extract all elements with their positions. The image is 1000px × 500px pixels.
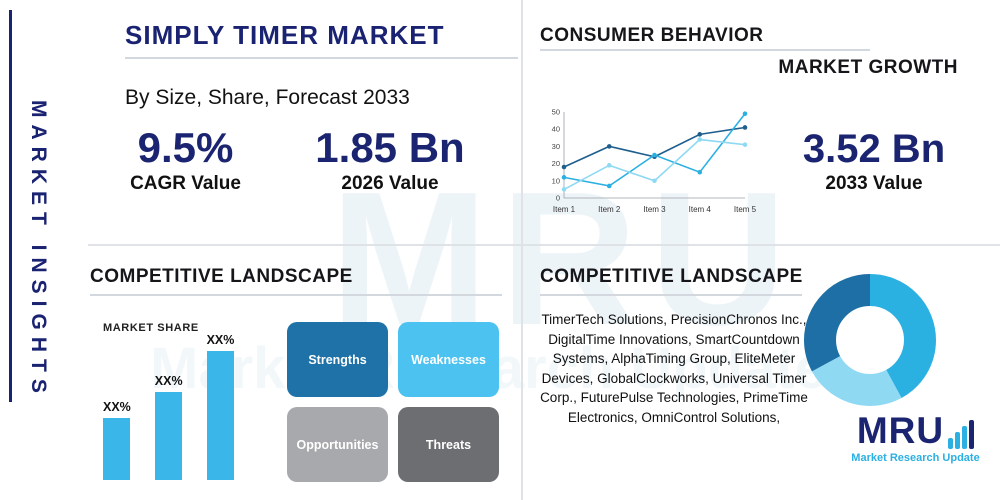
competitive-landscape-left-underline — [90, 294, 502, 296]
swot-weaknesses-cell: Weaknesses — [398, 322, 499, 397]
page-subtitle: By Size, Share, Forecast 2033 — [125, 86, 410, 109]
bar-value-label: XX% — [103, 400, 131, 414]
value-2026-stat: 1.85 Bn 2026 Value — [300, 124, 480, 195]
mru-logo: MRU Market Research Update — [833, 412, 998, 464]
cagr-label: CAGR Value — [130, 173, 241, 195]
bar-value-label: XX% — [154, 374, 183, 388]
svg-text:Item 3: Item 3 — [643, 205, 666, 214]
consumer-behavior-underline — [540, 49, 870, 51]
bar — [103, 418, 131, 480]
market-share-bar-column: XX% — [103, 400, 131, 480]
svg-text:0: 0 — [556, 194, 560, 203]
sidebar-accent-line — [9, 10, 12, 402]
swot-opportunities-cell: Opportunities — [287, 407, 388, 482]
market-share-bar-column: XX% — [155, 374, 183, 480]
svg-text:50: 50 — [552, 108, 560, 117]
value-2026: 1.85 Bn — [315, 124, 465, 171]
svg-text:20: 20 — [552, 159, 560, 168]
bar — [155, 392, 183, 480]
svg-text:40: 40 — [552, 125, 560, 134]
swot-threats-cell: Threats — [398, 407, 499, 482]
vertical-divider — [521, 0, 523, 500]
swot-strengths-cell: Strengths — [287, 322, 388, 397]
company-list: TimerTech Solutions, PrecisionChronos In… — [540, 312, 808, 425]
cagr-value: 9.5% — [137, 124, 234, 171]
value-2033-label: 2033 Value — [825, 173, 923, 194]
page-title: SIMPLY TIMER MARKET — [125, 20, 445, 50]
svg-text:10: 10 — [552, 176, 560, 185]
competitive-landscape-left-title: COMPETITIVE LANDSCAPE — [90, 266, 353, 287]
svg-text:Item 5: Item 5 — [734, 205, 757, 214]
svg-text:Item 4: Item 4 — [689, 205, 712, 214]
swot-grid: Strengths Weaknesses Opportunities Threa… — [287, 322, 499, 482]
logo-bars-icon — [948, 420, 975, 449]
cagr-stat: 9.5% CAGR Value — [108, 124, 263, 195]
svg-text:30: 30 — [552, 142, 560, 151]
logo-text: MRU — [856, 410, 945, 451]
market-share-bar-column: XX% — [206, 333, 235, 480]
market-share-title: MARKET SHARE — [103, 322, 199, 334]
svg-text:Item 2: Item 2 — [598, 205, 621, 214]
market-growth-title: MARKET GROWTH — [778, 57, 958, 78]
bar-value-label: XX% — [206, 333, 235, 347]
competitive-landscape-right-title: COMPETITIVE LANDSCAPE — [540, 266, 803, 287]
value-2026-label: 2026 Value — [341, 173, 439, 195]
svg-text:Item 1: Item 1 — [553, 205, 576, 214]
sidebar-vertical-title: MARKET INSIGHTS — [27, 100, 50, 400]
consumer-behavior-title: CONSUMER BEHAVIOR — [540, 25, 764, 46]
market-growth-line-chart: 0 10 20 30 40 50 Item 1 Item 2 Item 3 Item 4 Item … — [542, 104, 757, 216]
company-share-donut-chart — [800, 270, 940, 410]
value-2033: 3.52 Bn — [802, 127, 946, 171]
horizontal-divider — [88, 244, 1000, 246]
market-share-bar-chart: XX% XX% XX% — [103, 330, 263, 480]
donut-chart-svg — [804, 274, 936, 406]
value-2033-stat: 3.52 Bn 2033 Value — [788, 128, 960, 195]
bar — [206, 351, 234, 480]
line-chart-svg: 0 10 20 30 40 50 Item 1 Item 2 Item 3 Item 4 Item … — [552, 108, 757, 215]
competitive-landscape-right-underline — [540, 294, 802, 296]
logo-tagline: Market Research Update — [851, 452, 980, 464]
title-underline — [125, 57, 518, 59]
